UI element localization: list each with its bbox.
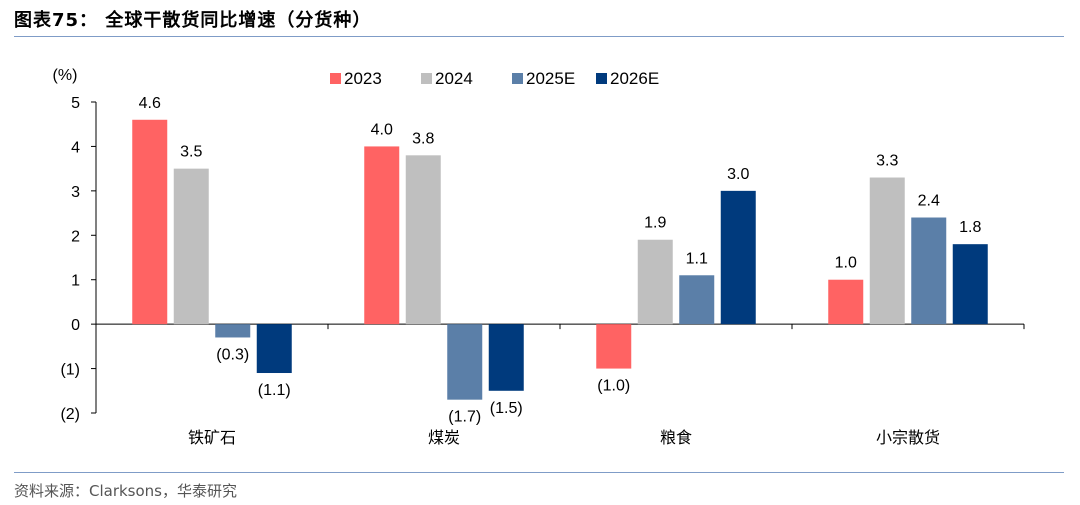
data-label: 3.8 [412,130,434,147]
bar-2025E-0 [215,324,251,338]
bar-2026E-2 [720,190,756,325]
top-divider [14,36,1064,37]
legend-swatch [421,73,432,84]
data-label: 1.0 [835,255,857,272]
category-label: 煤炭 [428,428,460,447]
bar-2025E-1 [447,324,483,400]
bar-2026E-1 [488,324,524,391]
data-label: (0.3) [216,346,249,363]
category-label: 小宗散货 [876,428,940,447]
legend-swatch [330,73,341,84]
bar-2023-1 [364,146,400,325]
data-label: 2.4 [918,193,940,210]
data-label: 1.8 [959,219,981,236]
bar-2026E-0 [256,324,292,374]
bar-2023-2 [596,324,632,369]
legend-label: 2025E [526,69,575,88]
data-label: (1.7) [448,409,481,426]
legend-label: 2024 [435,69,473,88]
chart-title: 图表75： 全球干散货同比增速（分货种） [14,10,372,31]
source-note: 资料来源：Clarksons，华泰研究 [14,482,238,500]
legend-swatch [596,73,607,84]
data-label: 3.3 [876,153,898,170]
legend-label: 2023 [344,69,382,88]
data-label: 3.0 [727,166,749,183]
bar-2024-3 [869,177,905,325]
legend-label: 2026E [610,69,659,88]
category-label: 粮食 [660,428,692,447]
data-label: (1.0) [597,378,630,395]
y-tick-label: 2 [71,228,80,245]
bar-2024-0 [173,168,209,325]
y-tick-label: (1) [60,362,80,379]
bar-2024-1 [405,155,441,325]
data-label: 1.9 [644,215,666,232]
y-axis-label: (%) [53,67,78,84]
bar-2025E-3 [911,217,947,325]
bar-2024-2 [637,239,673,325]
bar-2025E-2 [679,275,715,325]
y-tick-label: 3 [71,184,80,201]
legend-swatch [512,73,523,84]
data-label: 4.6 [139,95,161,112]
category-label: 铁矿石 [188,428,236,447]
bar-chart: 5 4 3 2 1 0 (1) (2) (%) 4.6 3.5 (0.3) (1.1) 铁矿石 4.0 3.8… [53,67,1025,447]
data-label: 3.5 [180,144,202,161]
y-tick-label: 5 [71,95,80,112]
y-tick-label: 1 [71,273,80,290]
data-label: 1.1 [686,250,708,267]
bar-2026E-3 [952,244,988,325]
bar-2023-3 [828,279,864,325]
data-label: 4.0 [371,121,393,138]
bar-2023-0 [132,119,168,325]
y-tick-label: (2) [60,406,80,423]
y-tick-label: 0 [71,317,80,334]
bottom-divider [14,472,1064,473]
data-label: (1.1) [258,382,291,399]
y-tick-label: 4 [71,139,80,156]
data-label: (1.5) [490,400,523,417]
